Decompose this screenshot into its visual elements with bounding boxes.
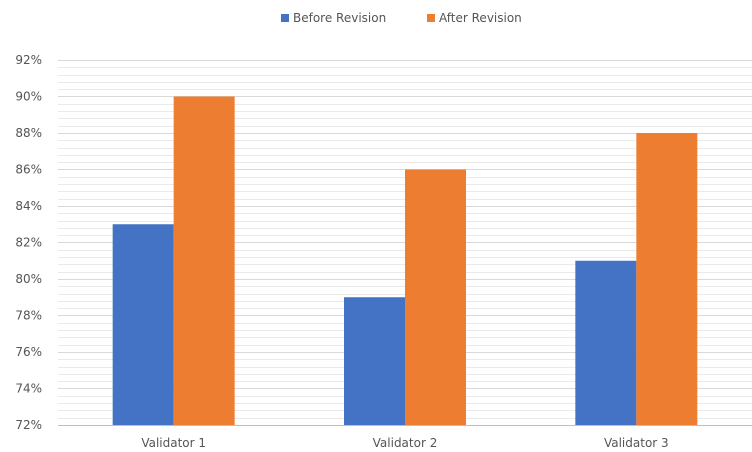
y-tick-label: 78% <box>15 309 42 323</box>
bar-after-revision-1 <box>173 96 235 425</box>
bars <box>112 96 698 425</box>
y-tick-label: 88% <box>15 126 42 140</box>
y-tick-label: 86% <box>15 163 42 177</box>
legend-swatch-before-revision <box>281 14 289 22</box>
bar-before-revision-1 <box>112 224 174 425</box>
x-tick-label: Validator 3 <box>604 436 669 450</box>
bar-after-revision-3 <box>636 133 698 425</box>
y-tick-label: 74% <box>15 382 42 396</box>
bar-before-revision-3 <box>575 260 637 425</box>
y-axis-tick-labels: 72% 74% 76% 78% 80% 82% 84% 86% 88% 90% 92% <box>15 53 42 432</box>
bar-after-revision-2 <box>405 169 466 425</box>
x-tick-label: Validator 2 <box>373 436 438 450</box>
x-axis-tick-labels: Validator 1 Validator 2 Validator 3 <box>141 436 668 450</box>
bar-before-revision-2 <box>344 297 405 425</box>
y-tick-label: 92% <box>15 53 42 67</box>
y-tick-label: 84% <box>15 199 42 213</box>
legend-swatch-after-revision <box>427 14 435 22</box>
y-tick-label: 72% <box>15 418 42 432</box>
y-tick-label: 80% <box>15 272 42 286</box>
y-tick-label: 82% <box>15 236 42 250</box>
y-tick-label: 90% <box>15 90 42 104</box>
legend: Before Revision After Revision <box>281 11 522 25</box>
x-tick-label: Validator 1 <box>141 436 206 450</box>
legend-label-after-revision: After Revision <box>439 11 522 25</box>
legend-label-before-revision: Before Revision <box>293 11 386 25</box>
y-tick-label: 76% <box>15 345 42 359</box>
